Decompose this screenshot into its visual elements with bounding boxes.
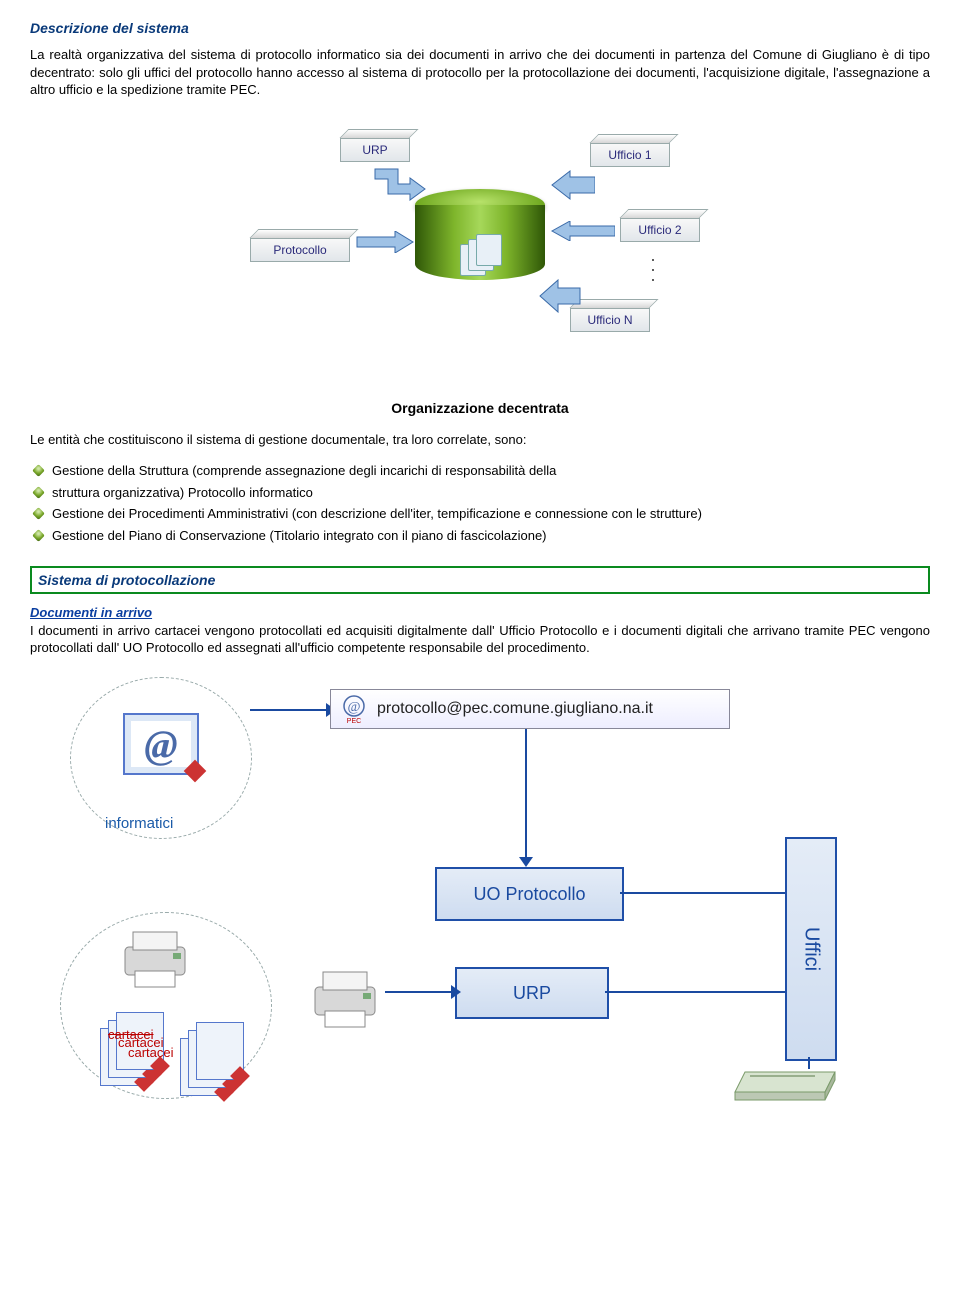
documents-icon	[180, 1022, 242, 1094]
arrow-protocollo	[355, 231, 415, 253]
node-protocollo: Protocollo	[250, 238, 350, 262]
list-item: Gestione dei Procedimenti Amministrativi…	[30, 505, 930, 523]
arrow-ufficio1	[540, 164, 595, 204]
documenti-arrivo-text: I documenti in arrivo cartacei vengono p…	[30, 623, 930, 656]
ellipsis-icon: ···	[650, 254, 656, 284]
entities-intro: Le entità che costituiscono il sistema d…	[30, 431, 930, 449]
label-cartacei: cartacei	[128, 1045, 174, 1060]
node-urp: URP	[340, 138, 410, 162]
scanner-icon	[730, 1062, 840, 1102]
arrow-urp	[370, 164, 430, 204]
documenti-arrivo-paragraph: Documenti in arrivo I documenti in arriv…	[30, 604, 930, 657]
node-ufficio1: Ufficio 1	[590, 143, 670, 167]
at-icon: @	[144, 721, 177, 768]
box-uo-protocollo: UO Protocollo	[435, 867, 624, 921]
intro-paragraph: La realtà organizzativa del sistema di p…	[30, 46, 930, 99]
documenti-arrivo-link[interactable]: Documenti in arrivo	[30, 605, 152, 620]
svg-text:PEC: PEC	[347, 718, 361, 724]
diagram-organizzazione: URP Protocollo Ufficio 1 Ufficio 2 Uffic…	[30, 129, 930, 416]
page-title: Descrizione del sistema	[30, 20, 930, 36]
diagram1-caption: Organizzazione decentrata	[30, 400, 930, 416]
label-informatici: informatici	[105, 815, 173, 832]
entities-list: Gestione della Struttura (comprende asse…	[30, 462, 930, 544]
node-ufficio2: Ufficio 2	[620, 218, 700, 242]
documents-icon	[460, 234, 500, 274]
pec-icon: @ PEC	[339, 694, 369, 724]
box-urp: URP	[455, 967, 609, 1019]
arrow-ufficio2	[550, 221, 615, 241]
list-item: Gestione della Struttura (comprende asse…	[30, 462, 930, 480]
box-uffici: Uffici	[785, 837, 837, 1061]
pec-email: protocollo@pec.comune.giugliano.na.it	[377, 700, 653, 718]
diagram-flusso: @ informatici @ PEC protocollo@pec.comune…	[50, 677, 910, 1097]
pec-address-box: @ PEC protocollo@pec.comune.giugliano.na.…	[330, 689, 730, 729]
list-item: struttura organizzativa) Protocollo info…	[30, 484, 930, 502]
arrow-ufficioN	[530, 264, 585, 314]
section-sistema-protocollazione: Sistema di protocollazione	[30, 566, 930, 594]
printer-icon	[305, 967, 385, 1032]
printer-icon	[115, 927, 195, 992]
list-item: Gestione del Piano di Conservazione (Tit…	[30, 527, 930, 545]
svg-text:@: @	[348, 700, 361, 715]
